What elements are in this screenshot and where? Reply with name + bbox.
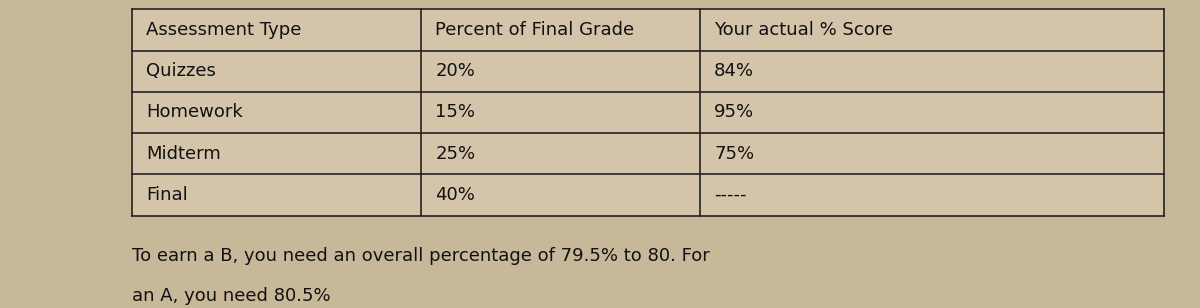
Text: Quizzes: Quizzes xyxy=(146,62,216,80)
Text: Assessment Type: Assessment Type xyxy=(146,21,301,39)
Text: Your actual % Score: Your actual % Score xyxy=(714,21,893,39)
Text: 95%: 95% xyxy=(714,103,754,121)
Text: Final: Final xyxy=(146,186,188,204)
Text: 25%: 25% xyxy=(436,145,475,163)
FancyBboxPatch shape xyxy=(132,9,1164,216)
Text: Percent of Final Grade: Percent of Final Grade xyxy=(436,21,635,39)
Text: 75%: 75% xyxy=(714,145,754,163)
Text: Homework: Homework xyxy=(146,103,244,121)
Text: 40%: 40% xyxy=(436,186,475,204)
Text: an A, you need 80.5%: an A, you need 80.5% xyxy=(132,287,331,305)
Text: 15%: 15% xyxy=(436,103,475,121)
Text: -----: ----- xyxy=(714,186,746,204)
Text: To earn a B, you need an overall percentage of 79.5% to 80. For: To earn a B, you need an overall percent… xyxy=(132,247,709,265)
Text: 84%: 84% xyxy=(714,62,754,80)
Text: Midterm: Midterm xyxy=(146,145,221,163)
Text: 20%: 20% xyxy=(436,62,475,80)
